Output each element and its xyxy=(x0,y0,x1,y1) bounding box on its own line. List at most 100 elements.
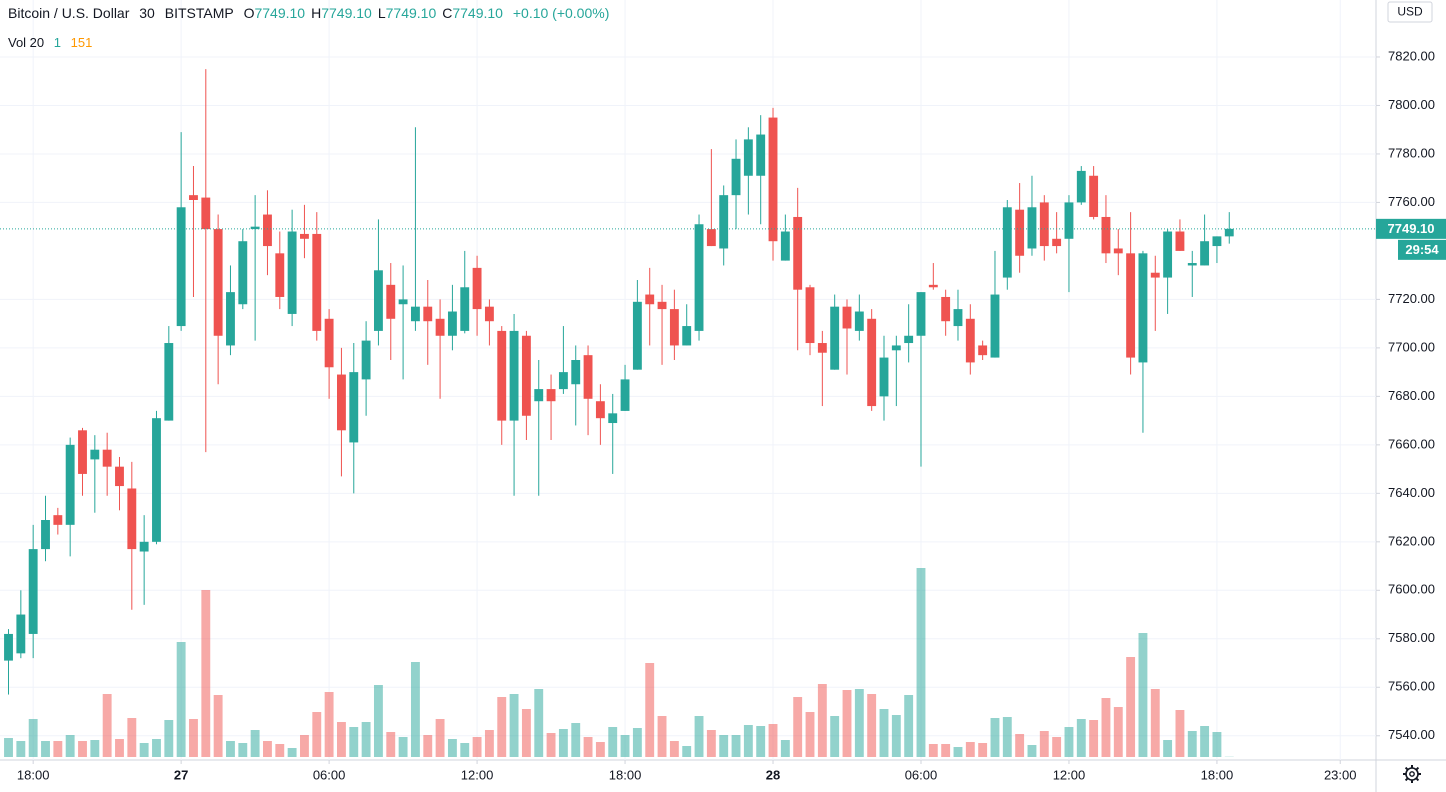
volume-bar xyxy=(1089,720,1099,757)
volume-bar xyxy=(423,735,433,757)
volume-bar xyxy=(830,716,840,757)
volume-bar xyxy=(682,746,692,757)
y-tick-label: 7700.00 xyxy=(1388,339,1435,354)
ohlc-item: O7749.10 xyxy=(244,5,306,21)
candle-body xyxy=(558,372,568,390)
volume-bar xyxy=(694,716,704,757)
volume-bar xyxy=(534,689,544,757)
candle-body xyxy=(1052,238,1062,247)
candle-body xyxy=(1113,248,1123,254)
gear-teeth xyxy=(1403,765,1421,783)
volume-bar xyxy=(571,723,581,757)
x-tick-label: 28 xyxy=(766,767,780,782)
volume-bar xyxy=(891,715,901,757)
volume-bar xyxy=(743,725,753,757)
volume-bar xyxy=(620,735,630,757)
candle-body xyxy=(324,318,334,368)
volume-bar xyxy=(410,662,420,757)
candle-body xyxy=(472,267,482,310)
candle-body xyxy=(164,343,174,421)
volume-bar xyxy=(817,684,827,757)
candle-body xyxy=(1126,253,1136,358)
volume-bar xyxy=(1200,726,1210,757)
candle-body xyxy=(115,466,124,487)
symbol-legend: Bitcoin / U.S. Dollar 30 BITSTAMP O7749.… xyxy=(8,5,615,21)
volume-bar xyxy=(854,689,864,757)
interval: 30 xyxy=(139,5,155,21)
y-tick-label: 7760.00 xyxy=(1388,194,1435,209)
volume-bar xyxy=(53,741,63,757)
volume-bar xyxy=(645,663,655,757)
volume-bar xyxy=(546,733,556,757)
candle-body xyxy=(867,318,877,407)
candle-body xyxy=(1089,175,1099,217)
volume-bar xyxy=(583,737,593,757)
currency-box[interactable] xyxy=(1387,1,1433,23)
x-tick-label: 12:00 xyxy=(461,767,494,782)
settings-icon[interactable] xyxy=(1403,765,1421,783)
candle-body xyxy=(65,444,75,525)
candle-body xyxy=(127,488,137,550)
candle-body xyxy=(1163,231,1173,278)
candle-body xyxy=(731,158,741,196)
candle-body xyxy=(521,335,531,416)
candle-body xyxy=(460,287,470,331)
candle-body xyxy=(768,117,778,242)
ohlc-key: C xyxy=(442,5,453,21)
candle-body xyxy=(1175,231,1185,251)
volume-ma: 151 xyxy=(70,35,93,50)
volume-bar xyxy=(706,730,716,757)
candle-body xyxy=(842,306,852,329)
volume-bar xyxy=(373,685,383,757)
candle-body xyxy=(1224,228,1234,237)
volume-bar xyxy=(867,694,877,757)
volume-bar xyxy=(731,735,741,757)
candle-body xyxy=(238,241,248,305)
ohlc-value: 7749.10 xyxy=(254,5,306,21)
candle-body xyxy=(1015,209,1025,256)
candle-body xyxy=(361,340,371,380)
candle-body xyxy=(953,309,963,327)
volume-bar xyxy=(447,739,457,757)
ohlc-key: O xyxy=(243,5,255,21)
candle-body xyxy=(213,229,223,336)
volume-bar xyxy=(928,744,938,757)
candle-body xyxy=(435,318,445,336)
countdown-box xyxy=(1398,239,1446,260)
countdown: 29:54 xyxy=(1405,242,1439,257)
candle-body xyxy=(793,216,803,290)
volume-bar xyxy=(1138,633,1148,757)
volume-bar xyxy=(28,719,38,757)
y-tick-label: 7720.00 xyxy=(1388,291,1435,306)
candle-body xyxy=(669,309,679,346)
symbol-title[interactable]: Bitcoin / U.S. Dollar xyxy=(8,5,130,21)
ohlc-value: 7749.10 xyxy=(321,5,372,21)
candle-body xyxy=(337,374,346,431)
volume-bar xyxy=(1039,731,1049,757)
y-tick-label: 7540.00 xyxy=(1388,727,1435,742)
candle-body xyxy=(756,134,766,176)
candle-body xyxy=(152,418,161,542)
volume-bar xyxy=(1002,717,1012,757)
volume-bar xyxy=(657,716,667,757)
volume-bar xyxy=(965,742,975,757)
volume-bar xyxy=(990,718,1000,757)
candle-body xyxy=(645,294,655,305)
y-tick-label: 7820.00 xyxy=(1388,48,1435,63)
ohlc-item: C7749.10 xyxy=(442,5,503,21)
volume-bar xyxy=(90,740,100,757)
gear-hub xyxy=(1409,771,1415,777)
candle-body xyxy=(349,372,359,443)
candle-body xyxy=(990,294,1000,358)
candle-body xyxy=(139,541,149,552)
candle-body xyxy=(595,401,605,419)
volume-bar xyxy=(4,738,13,757)
candle-body xyxy=(706,229,716,247)
volume-bar xyxy=(669,741,679,757)
candle-body xyxy=(447,311,457,336)
candle-body xyxy=(373,270,383,331)
ohlc-item: H7749.10 xyxy=(311,5,372,21)
candle-body xyxy=(4,633,13,661)
y-tick-label: 7680.00 xyxy=(1388,388,1435,403)
